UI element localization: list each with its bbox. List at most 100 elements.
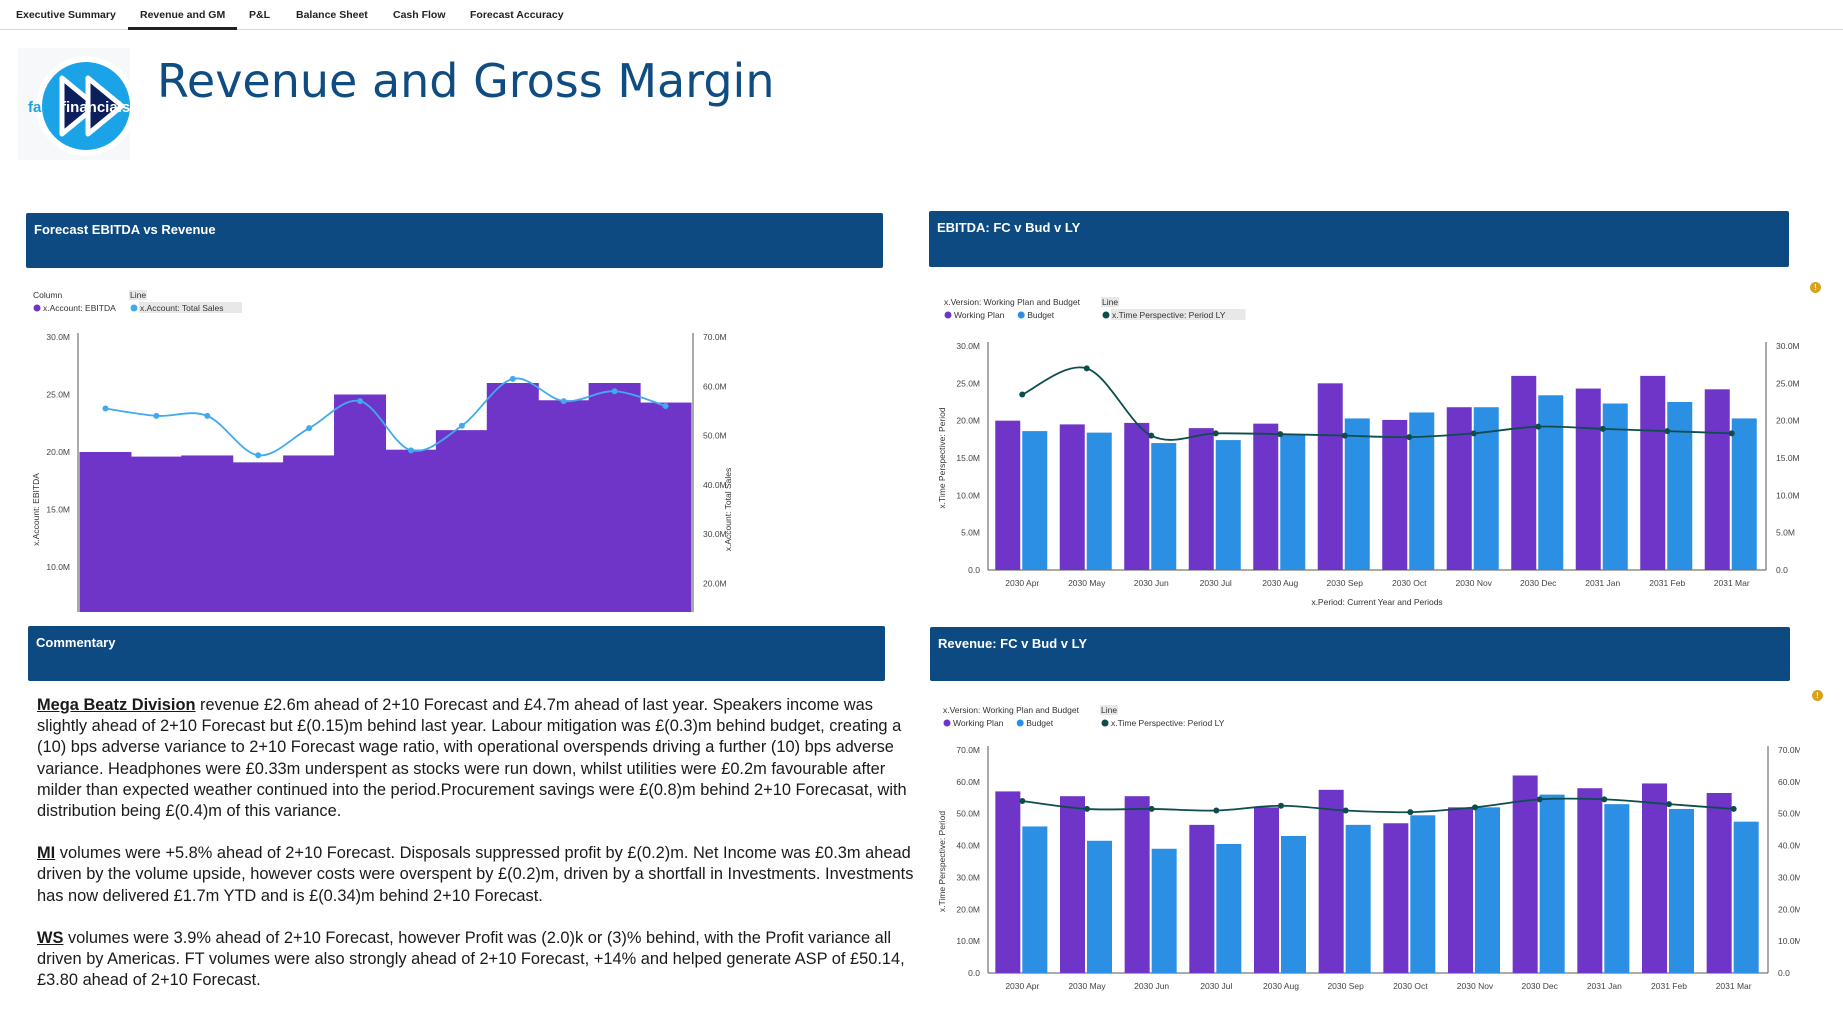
y-axis-title: x.Account: EBITDA xyxy=(31,473,41,546)
commentary-paragraph: WS volumes were 3.9% ahead of 2+10 Forec… xyxy=(37,928,917,992)
commentary-lead: Mega Beatz Division xyxy=(37,696,196,714)
y-tick-label: 30.0M xyxy=(956,872,980,882)
y-tick-label: 20.0M xyxy=(956,904,980,914)
tab-revenue-and-gm[interactable]: Revenue and GM xyxy=(128,0,238,30)
legend-swatch xyxy=(1101,719,1109,727)
bar xyxy=(1151,848,1177,973)
line-point xyxy=(1083,365,1090,372)
y-tick-label: 10.0M xyxy=(1778,936,1800,946)
bar xyxy=(1188,428,1214,570)
x-tick-label: 2030 Jul xyxy=(1200,578,1232,588)
x-tick-label: 2030 May xyxy=(1068,981,1106,991)
tab-cash-flow[interactable]: Cash Flow xyxy=(393,9,446,21)
logo-text-financials: financials xyxy=(61,99,130,116)
bar xyxy=(384,449,437,612)
y-tick-label: 15.0M xyxy=(956,453,980,463)
legend-item: x.Time Perspective: Period LY xyxy=(1111,718,1225,728)
line-point xyxy=(1536,796,1543,803)
line-point xyxy=(1599,425,1606,432)
y-tick-label: 10.0M xyxy=(46,562,70,572)
warning-icon[interactable]: ! xyxy=(1810,282,1821,293)
line-point xyxy=(1148,805,1155,812)
x-tick-label: 2030 Sep xyxy=(1327,981,1364,991)
bar xyxy=(1733,821,1759,973)
bar xyxy=(1512,775,1538,973)
y-tick-label: 60.0M xyxy=(703,381,727,391)
line-point xyxy=(1406,434,1413,441)
commentary-body: revenue £2.6m ahead of 2+10 Forecast and… xyxy=(37,696,907,821)
bar xyxy=(1706,793,1732,973)
y-tick-label: 60.0M xyxy=(956,777,980,787)
x-tick-label: 2030 Oct xyxy=(1392,578,1427,588)
line-point xyxy=(1664,428,1671,435)
line-series xyxy=(1022,797,1734,814)
y-tick-label: 40.0M xyxy=(956,841,980,851)
y-tick-label: 20.0M xyxy=(1776,416,1799,426)
logo-text-fast: fast xyxy=(28,99,55,116)
bar xyxy=(1317,383,1343,570)
bar xyxy=(1087,840,1112,973)
bar xyxy=(1539,794,1565,973)
bar xyxy=(1059,424,1085,570)
chart-ebitda-fc: x.Version: Working Plan and Budget Workin… xyxy=(937,297,1799,607)
panel-header-commentary: Commentary xyxy=(28,626,885,681)
bar xyxy=(486,383,539,612)
line-point xyxy=(611,388,618,395)
y-tick-label: 20.0M xyxy=(703,578,727,588)
bar xyxy=(1254,807,1279,973)
x-tick-label: 2030 Dec xyxy=(1520,578,1557,588)
x-tick-label: 2030 Sep xyxy=(1327,578,1364,588)
legend-swatch xyxy=(944,311,952,319)
x-tick-label: 2031 Feb xyxy=(1651,981,1687,991)
y-tick-label: 20.0M xyxy=(1778,904,1800,914)
tab-pl[interactable]: P&L xyxy=(249,9,270,21)
bar xyxy=(1409,412,1435,570)
fast-financials-logo: fast financials xyxy=(18,48,136,160)
page-title: Revenue and Gross Margin xyxy=(157,54,775,108)
bar xyxy=(1577,788,1603,973)
bar xyxy=(1086,432,1112,570)
bar xyxy=(1124,796,1150,973)
legend-item-bg xyxy=(139,302,242,313)
bar xyxy=(130,456,183,612)
y-axis-title: x.Account: Total Sales xyxy=(723,468,733,551)
bar xyxy=(1475,807,1500,973)
legend-item: Working Plan xyxy=(954,310,1005,320)
chart-revenue-fc: x.Version: Working Plan and Budget Workin… xyxy=(937,705,1800,991)
legend-title: Line xyxy=(130,290,146,300)
x-tick-label: 2030 Aug xyxy=(1263,981,1299,991)
line-point xyxy=(458,422,465,429)
line-point xyxy=(1470,430,1477,437)
line-point xyxy=(255,452,262,459)
y-tick-label: 25.0M xyxy=(46,390,70,400)
line-point xyxy=(1084,805,1090,812)
warning-icon[interactable]: ! xyxy=(1812,690,1823,701)
line-point xyxy=(1535,423,1542,430)
tab-executive-summary[interactable]: Executive Summary xyxy=(16,9,116,21)
y-tick-label: 50.0M xyxy=(956,809,980,819)
line-point xyxy=(1278,802,1284,809)
tab-forecast-accuracy[interactable]: Forecast Accuracy xyxy=(470,9,564,21)
y-tick-label: 60.0M xyxy=(1778,777,1800,787)
legend-item: x.Account: EBITDA xyxy=(43,303,116,313)
bar xyxy=(1669,808,1694,973)
y-axis-title: x.Time Perspective: Period xyxy=(937,407,947,509)
x-tick-label: 2030 May xyxy=(1068,578,1106,588)
y-tick-label: 30.0M xyxy=(1778,872,1800,882)
bar xyxy=(995,791,1021,973)
bar xyxy=(1604,804,1630,973)
legend-item: Budget xyxy=(1027,310,1055,320)
y-tick-label: 30.0M xyxy=(1776,341,1799,351)
bar xyxy=(1215,440,1241,570)
bar xyxy=(334,394,387,612)
bar xyxy=(1151,443,1177,570)
bar xyxy=(1280,434,1306,570)
line-point xyxy=(357,398,364,405)
line-point xyxy=(102,405,109,412)
bar xyxy=(1060,796,1085,973)
legend-swatch xyxy=(943,719,951,727)
bar xyxy=(283,455,336,612)
legend-swatch xyxy=(1017,311,1025,319)
y-tick-label: 0.0 xyxy=(1776,565,1788,575)
tab-balance-sheet[interactable]: Balance Sheet xyxy=(296,9,368,21)
